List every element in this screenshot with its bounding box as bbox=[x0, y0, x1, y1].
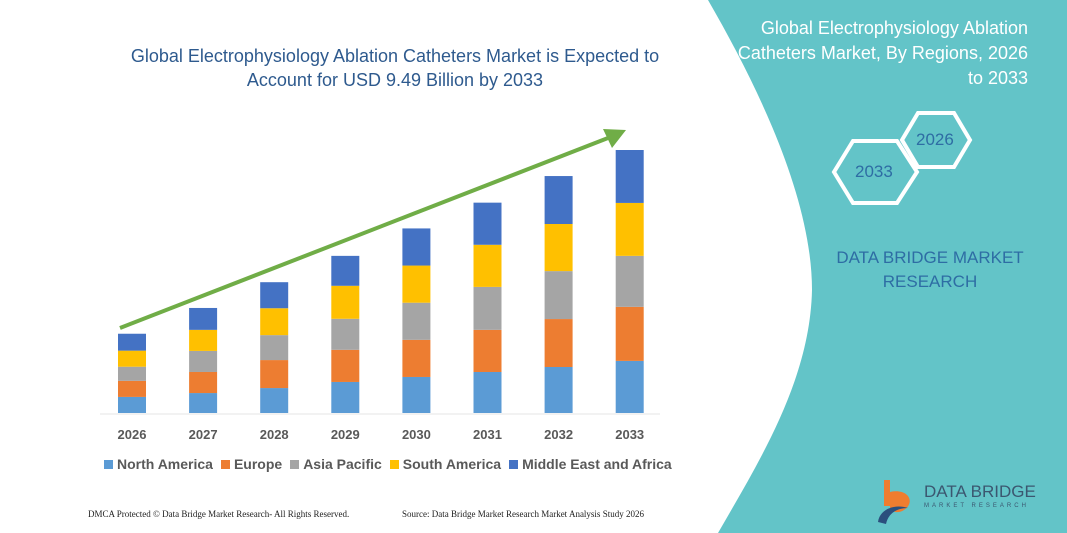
bar-segment-2026-asia-pacific bbox=[118, 366, 146, 381]
hex-label-start: 2026 bbox=[916, 130, 954, 149]
bar-segment-2030-north-america bbox=[402, 376, 431, 413]
hexagon-2026 bbox=[899, 111, 973, 169]
legend-label: Asia Pacific bbox=[303, 456, 382, 472]
bar-segment-2029-europe bbox=[331, 349, 360, 382]
bar-segment-2032-south-america bbox=[544, 223, 573, 272]
legend-swatch bbox=[389, 459, 399, 469]
bar-segment-2029-middle-east-and-africa bbox=[331, 255, 360, 286]
bar-segment-2028-north-america bbox=[260, 388, 289, 413]
bar-segment-2033-europe bbox=[615, 306, 644, 361]
x-tick-label: 2030 bbox=[402, 427, 431, 442]
bar-segment-2029-south-america bbox=[331, 285, 360, 319]
bar-segment-2027-south-america bbox=[189, 329, 218, 351]
bar-segment-2033-south-america bbox=[615, 202, 644, 256]
copyright-text: DMCA Protected © Data Bridge Market Rese… bbox=[88, 509, 350, 519]
legend-label: North America bbox=[117, 456, 213, 472]
x-tick-label: 2033 bbox=[615, 427, 644, 442]
bar-segment-2030-south-america bbox=[402, 265, 431, 303]
trend-arrow bbox=[119, 129, 626, 330]
x-tick-label: 2027 bbox=[189, 427, 218, 442]
legend-label: Middle East and Africa bbox=[522, 456, 672, 472]
legend-item: North America bbox=[104, 456, 213, 472]
hex-label-end: 2033 bbox=[855, 162, 893, 181]
legend-item: South America bbox=[389, 456, 502, 472]
bar-segment-2027-europe bbox=[189, 371, 218, 394]
bar-segment-2032-middle-east-and-africa bbox=[544, 176, 573, 224]
logo-subtitle: MARKET RESEARCH bbox=[924, 503, 1029, 509]
legend-swatch bbox=[104, 459, 113, 469]
teal-side-panel bbox=[708, 0, 1067, 533]
bar-segment-2033-asia-pacific bbox=[615, 255, 644, 307]
legend: North America Europe Asia Pacific South Ame… bbox=[104, 456, 672, 472]
x-tick-label: 2032 bbox=[544, 427, 573, 442]
bar-segment-2031-europe bbox=[473, 329, 502, 372]
bar-segment-2026-south-america bbox=[118, 350, 146, 367]
bar-segment-2032-europe bbox=[544, 319, 573, 367]
bar-segment-2031-middle-east-and-africa bbox=[473, 202, 502, 245]
legend-label: Europe bbox=[233, 456, 283, 472]
bar-segment-2028-asia-pacific bbox=[260, 335, 289, 361]
bar-segment-2026-europe bbox=[118, 380, 146, 397]
stacked-bar-chart: 2026 2027 2028 2029 2030 2031 2032 2033 bbox=[118, 150, 644, 442]
bar-segment-2029-north-america bbox=[331, 381, 360, 413]
bar-segment-2030-middle-east-and-africa bbox=[402, 228, 431, 266]
bar-segment-2030-europe bbox=[402, 339, 431, 377]
legend-swatch bbox=[509, 459, 519, 469]
legend-swatch bbox=[220, 459, 230, 469]
x-tick-label: 2029 bbox=[331, 427, 360, 442]
bar-segment-2033-north-america bbox=[615, 360, 644, 413]
logo-name: DATA BRIDGE bbox=[924, 482, 1036, 501]
bar-segment-2028-middle-east-and-africa bbox=[260, 282, 289, 309]
bar-segment-2027-north-america bbox=[189, 393, 218, 413]
side-panel-title: Global Electrophysiology Ablation Cathet… bbox=[737, 18, 1028, 88]
bar-segment-2032-north-america bbox=[544, 366, 573, 413]
x-tick-label: 2031 bbox=[473, 427, 502, 442]
bar-segment-2027-middle-east-and-africa bbox=[189, 307, 218, 330]
x-tick-label: 2028 bbox=[260, 427, 289, 442]
chart-title: Global Electrophysiology Ablation Cathet… bbox=[130, 46, 660, 90]
bar-segment-2027-asia-pacific bbox=[189, 350, 218, 372]
hexagon-2033 bbox=[831, 139, 920, 205]
legend-item: Asia Pacific bbox=[290, 456, 382, 472]
bar-segment-2032-asia-pacific bbox=[544, 271, 573, 320]
bar-segment-2031-north-america bbox=[473, 371, 502, 413]
source-text: Source: Data Bridge Market Research Mark… bbox=[402, 509, 644, 519]
bar-segment-2026-north-america bbox=[118, 396, 146, 413]
data-bridge-logo-icon bbox=[878, 480, 910, 524]
bar-segment-2031-asia-pacific bbox=[473, 286, 502, 330]
bar-segment-2026-middle-east-and-africa bbox=[118, 333, 146, 351]
bar-segment-2028-europe bbox=[260, 360, 289, 389]
bar-segment-2031-south-america bbox=[473, 244, 502, 287]
bar-segment-2029-asia-pacific bbox=[331, 318, 360, 350]
bar-segment-2028-south-america bbox=[260, 308, 289, 336]
legend-label: South America bbox=[402, 456, 502, 472]
legend-item: Europe bbox=[220, 456, 283, 472]
bar-segment-2030-asia-pacific bbox=[402, 302, 431, 340]
legend-item: Middle East and Africa bbox=[509, 456, 672, 472]
x-tick-label: 2026 bbox=[118, 427, 147, 442]
bar-segment-2033-middle-east-and-africa bbox=[615, 150, 644, 203]
brand-text: DATA BRIDGE MARKET RESEARCH bbox=[836, 248, 1024, 291]
legend-swatch bbox=[290, 459, 300, 469]
